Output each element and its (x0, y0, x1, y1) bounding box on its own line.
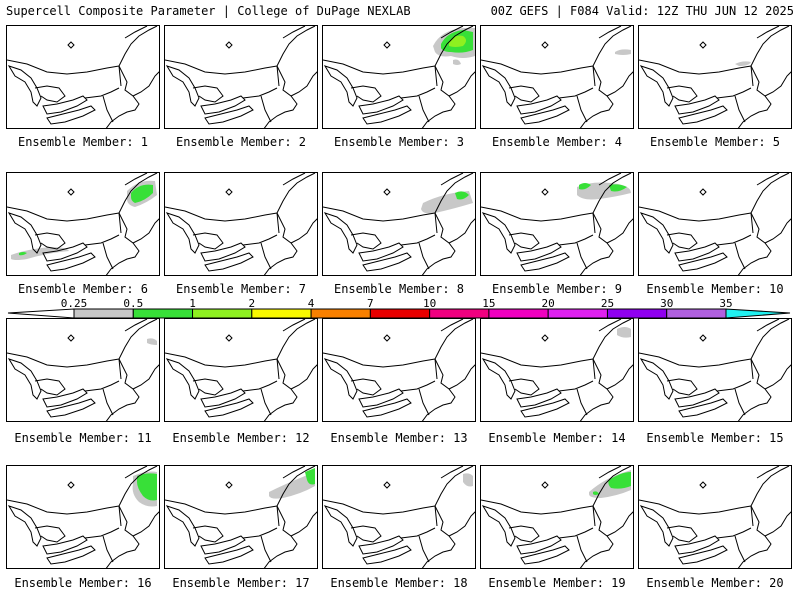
colorbar-tick-label: 1 (189, 297, 196, 310)
ensemble-member-label: Ensemble Member: 8 (333, 282, 465, 296)
ensemble-map-panel (322, 465, 476, 569)
ensemble-member-label: Ensemble Member: 16 (14, 576, 152, 590)
ensemble-map-panel (480, 465, 634, 569)
colorbar-lower-arrow (7, 308, 75, 319)
map-outline (323, 319, 475, 421)
colorbar-segment (666, 308, 727, 319)
ensemble-map-panel (6, 172, 160, 276)
map-outline (323, 466, 475, 568)
map-outline (481, 26, 633, 128)
valid-time-title: 00Z GEFS | F084 Valid: 12Z THU JUN 12 20… (490, 4, 794, 18)
ensemble-map-panel (164, 172, 318, 276)
map-outline (7, 319, 159, 421)
colorbar-tick-label: 15 (482, 297, 496, 310)
colorbar-tick-label: 0.25 (60, 297, 88, 310)
colorbar-segment (132, 308, 194, 319)
map-outline (7, 466, 159, 568)
colorbar-tick-label: 10 (423, 297, 437, 310)
map-outline (323, 26, 475, 128)
ensemble-member-label: Ensemble Member: 3 (333, 135, 465, 149)
colorbar-tick-label: 4 (307, 297, 315, 310)
ensemble-member-label: Ensemble Member: 12 (172, 431, 310, 445)
colorbar-segment (192, 308, 253, 319)
colorbar-tick-label: 30 (660, 297, 674, 310)
ensemble-map-panel (164, 25, 318, 129)
ensemble-map-panel (638, 318, 792, 422)
ensemble-map-panel (638, 25, 792, 129)
ensemble-map-panel (322, 318, 476, 422)
ensemble-member-label: Ensemble Member: 13 (330, 431, 468, 445)
map-outline (481, 319, 633, 421)
map-outline (481, 466, 633, 568)
map-outline (7, 26, 159, 128)
ensemble-member-label: Ensemble Member: 18 (330, 576, 468, 590)
map-outline (165, 466, 317, 568)
ensemble-member-label: Ensemble Member: 19 (488, 576, 626, 590)
map-outline (481, 173, 633, 275)
ensemble-map-panel (480, 318, 634, 422)
ensemble-member-label: Ensemble Member: 17 (172, 576, 310, 590)
ensemble-map-panel (164, 318, 318, 422)
map-outline (165, 319, 317, 421)
colorbar-tick-label: 7 (367, 297, 374, 310)
colorbar-upper-arrow (725, 308, 791, 319)
colorbar-segment (429, 308, 490, 319)
ensemble-map-panel (6, 318, 160, 422)
map-outline (323, 173, 475, 275)
ensemble-map-panel (6, 465, 160, 569)
ensemble-member-label: Ensemble Member: 15 (646, 431, 784, 445)
ensemble-map-panel (6, 25, 160, 129)
ensemble-map-panel (638, 465, 792, 569)
ensemble-member-label: Ensemble Member: 5 (649, 135, 781, 149)
colorbar-tick-label: 25 (600, 297, 615, 310)
colorbar-segment (369, 308, 431, 319)
colorbar (7, 308, 791, 319)
colorbar-segment (547, 308, 608, 319)
ensemble-member-label: Ensemble Member: 11 (14, 431, 152, 445)
colorbar-tick-label: 35 (719, 297, 733, 310)
colorbar-segment (606, 308, 668, 319)
colorbar-segment (310, 308, 371, 319)
ensemble-member-label: Ensemble Member: 10 (646, 282, 784, 296)
colorbar-tick-label: 0.5 (123, 297, 144, 310)
map-outline (639, 26, 791, 128)
ensemble-member-label: Ensemble Member: 7 (175, 282, 307, 296)
ensemble-member-label: Ensemble Member: 20 (646, 576, 784, 590)
ensemble-member-label: Ensemble Member: 4 (491, 135, 623, 149)
map-outline (639, 319, 791, 421)
ensemble-member-label: Ensemble Member: 9 (491, 282, 623, 296)
map-outline (639, 173, 791, 275)
ensemble-map-panel (322, 25, 476, 129)
ensemble-map-panel (638, 172, 792, 276)
page-title: Supercell Composite Parameter | College … (6, 4, 411, 18)
ensemble-member-label: Ensemble Member: 6 (17, 282, 149, 296)
ensemble-member-label: Ensemble Member: 2 (175, 135, 307, 149)
map-outline (165, 173, 317, 275)
map-outline (7, 173, 159, 275)
colorbar-segment (488, 308, 549, 319)
ensemble-map-panel (164, 465, 318, 569)
ensemble-map-panel (322, 172, 476, 276)
ensemble-member-label: Ensemble Member: 1 (17, 135, 149, 149)
ensemble-map-panel (480, 25, 634, 129)
colorbar-tick-label: 20 (541, 297, 555, 310)
ensemble-member-label: Ensemble Member: 14 (488, 431, 626, 445)
colorbar-segment (251, 308, 312, 319)
map-outline (639, 466, 791, 568)
map-outline (165, 26, 317, 128)
ensemble-map-panel (480, 172, 634, 276)
colorbar-segment (73, 308, 134, 319)
colorbar-tick-label: 2 (248, 297, 256, 310)
